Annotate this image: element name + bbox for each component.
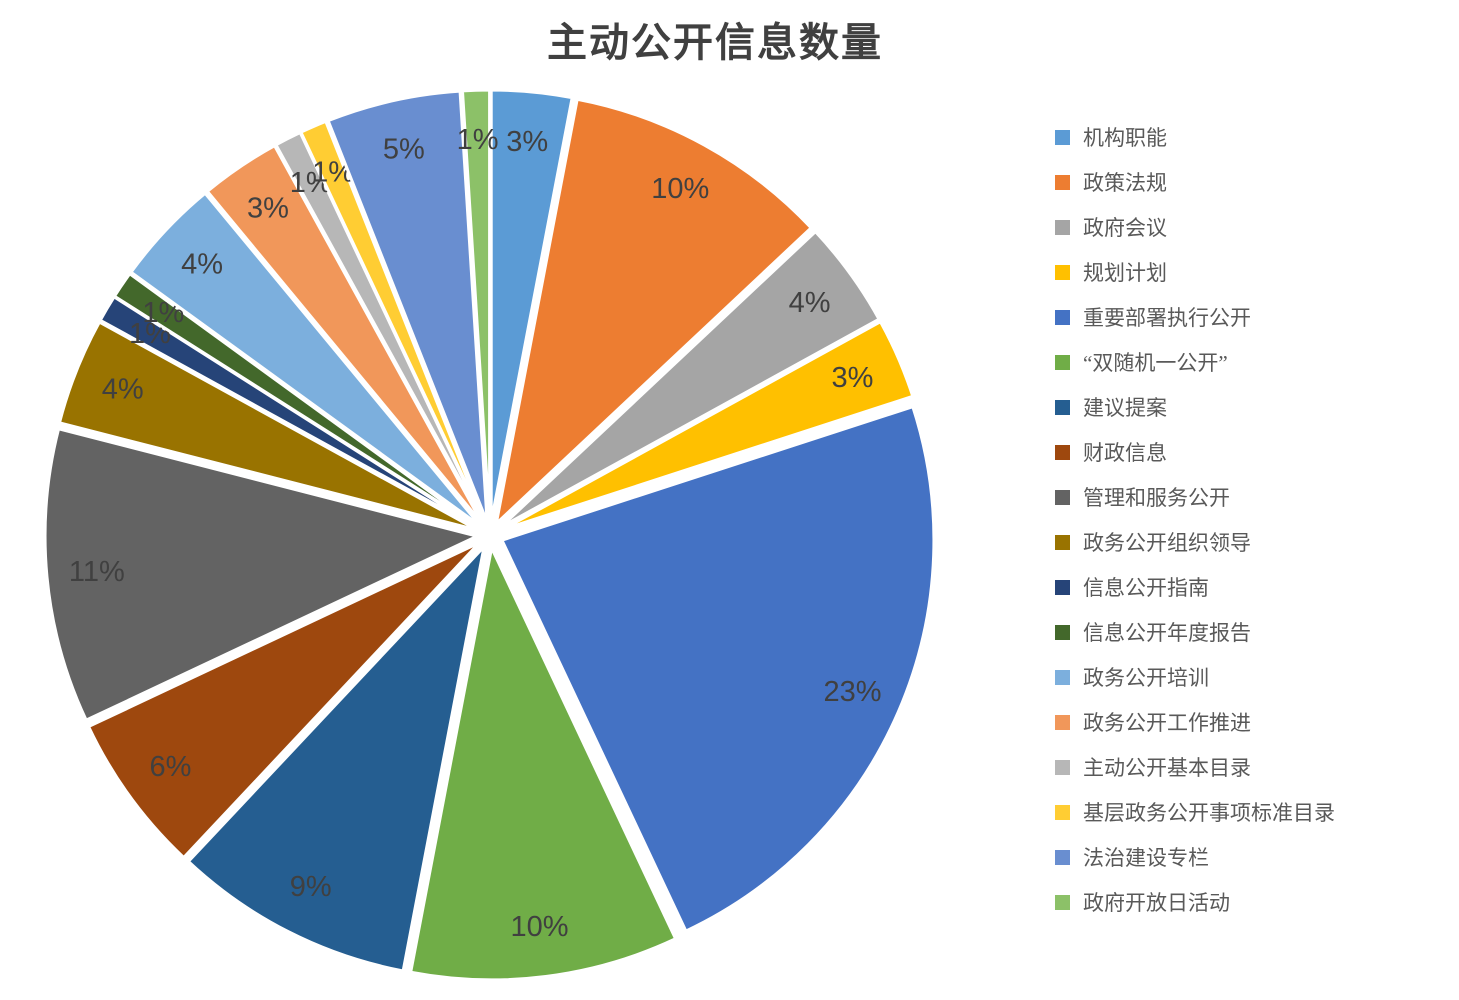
legend-swatch-icon <box>1055 489 1070 505</box>
legend-label: 政务公开培训 <box>1083 666 1209 690</box>
legend-item-7: 财政信息 <box>1055 439 1335 465</box>
legend-swatch-icon <box>1055 894 1070 910</box>
legend-label: 规划计划 <box>1083 261 1167 285</box>
legend-label: 政务公开工作推进 <box>1083 711 1251 735</box>
legend-item-10: 信息公开指南 <box>1055 574 1335 600</box>
legend-item-3: 规划计划 <box>1055 259 1335 285</box>
pie-slice-4 <box>499 404 936 934</box>
legend-label: “双随机一公开” <box>1083 351 1228 375</box>
legend-item-12: 政务公开培训 <box>1055 664 1335 690</box>
legend-swatch-icon <box>1055 714 1070 730</box>
slice-label-16: 5% <box>383 134 425 166</box>
pie-slice-13 <box>205 143 485 526</box>
legend-label: 基层政务公开事项标准目录 <box>1083 801 1335 825</box>
pie-slice-6 <box>186 541 487 973</box>
legend-item-5: “双随机一公开” <box>1055 349 1335 375</box>
legend-label: 主动公开基本目录 <box>1083 756 1251 780</box>
slice-label-2: 4% <box>789 287 831 319</box>
legend-item-2: 政府会议 <box>1055 214 1335 240</box>
chart-legend: 机构职能政策法规政府会议规划计划重要部署执行公开 “双随机一公开” 建议提案财政信息… <box>1055 124 1335 915</box>
legend-label: 信息公开指南 <box>1083 576 1209 600</box>
slice-label-5: 10% <box>510 911 568 943</box>
legend-swatch-icon <box>1055 759 1070 775</box>
legend-swatch-icon <box>1055 444 1070 460</box>
slice-label-3: 3% <box>832 362 874 394</box>
legend-swatch-icon <box>1055 579 1070 595</box>
pie-slice-0 <box>489 88 574 523</box>
slice-label-7: 6% <box>149 751 191 783</box>
legend-swatch-icon <box>1055 534 1070 550</box>
pie-slice-15 <box>298 119 487 524</box>
pie-slice-5 <box>408 543 678 982</box>
legend-item-13: 政务公开工作推进 <box>1055 709 1335 735</box>
legend-swatch-icon <box>1055 309 1070 325</box>
slice-label-9: 4% <box>102 374 144 406</box>
pie-slice-1 <box>493 97 814 528</box>
pie-slice-7 <box>86 541 481 860</box>
legend-label: 重要部署执行公开 <box>1083 306 1251 330</box>
slice-label-4: 23% <box>823 676 881 708</box>
legend-item-8: 管理和服务公开 <box>1055 484 1335 510</box>
legend-item-17: 政府开放日活动 <box>1055 889 1335 915</box>
legend-label: 政策法规 <box>1083 171 1167 195</box>
slice-label-1: 10% <box>651 173 709 205</box>
legend-item-15: 基层政务公开事项标准目录 <box>1055 799 1335 825</box>
legend-item-16: 法治建设专栏 <box>1055 844 1335 870</box>
pie-slice-16 <box>326 89 489 523</box>
legend-label: 法治建设专栏 <box>1083 846 1209 870</box>
legend-label: 财政信息 <box>1083 441 1167 465</box>
legend-item-1: 政策法规 <box>1055 169 1335 195</box>
legend-item-9: 政务公开组织领导 <box>1055 529 1335 555</box>
slice-label-8: 11% <box>69 556 125 588</box>
legend-label: 建议提案 <box>1083 396 1167 420</box>
slice-label-17: 1% <box>457 124 499 156</box>
legend-swatch-icon <box>1055 849 1070 865</box>
legend-label: 政务公开组织领导 <box>1083 531 1251 555</box>
legend-label: 管理和服务公开 <box>1083 486 1230 510</box>
chart-title: 主动公开信息数量 <box>547 20 883 65</box>
legend-item-0: 机构职能 <box>1055 124 1335 150</box>
pie-slice-3 <box>501 319 915 532</box>
legend-label: 政府开放日活动 <box>1083 891 1230 915</box>
pie-slice-2 <box>499 229 882 529</box>
legend-swatch-icon <box>1055 624 1070 640</box>
legend-swatch-icon <box>1055 174 1070 190</box>
pie-slice-17 <box>460 88 492 523</box>
pie-slice-11 <box>112 271 481 529</box>
legend-swatch-icon <box>1055 264 1070 280</box>
slice-label-12: 4% <box>181 249 223 281</box>
slice-label-13: 3% <box>247 192 289 224</box>
legend-item-6: 建议提案 <box>1055 394 1335 420</box>
legend-swatch-icon <box>1055 669 1070 685</box>
legend-swatch-icon <box>1055 804 1070 820</box>
legend-item-4: 重要部署执行公开 <box>1055 304 1335 330</box>
slice-label-6: 9% <box>290 871 332 903</box>
legend-item-14: 主动公开基本目录 <box>1055 754 1335 780</box>
legend-label: 政府会议 <box>1083 216 1167 240</box>
legend-swatch-icon <box>1055 399 1070 415</box>
legend-label: 机构职能 <box>1083 126 1167 150</box>
legend-swatch-icon <box>1055 129 1070 145</box>
pie-slice-12 <box>128 191 482 528</box>
slice-label-0: 3% <box>506 126 548 158</box>
legend-label: 信息公开年度报告 <box>1083 621 1251 645</box>
pie-slice-9 <box>57 320 479 532</box>
legend-item-11: 信息公开年度报告 <box>1055 619 1335 645</box>
pie-slice-8 <box>43 426 482 723</box>
legend-swatch-icon <box>1055 219 1070 235</box>
legend-swatch-icon <box>1055 354 1070 370</box>
